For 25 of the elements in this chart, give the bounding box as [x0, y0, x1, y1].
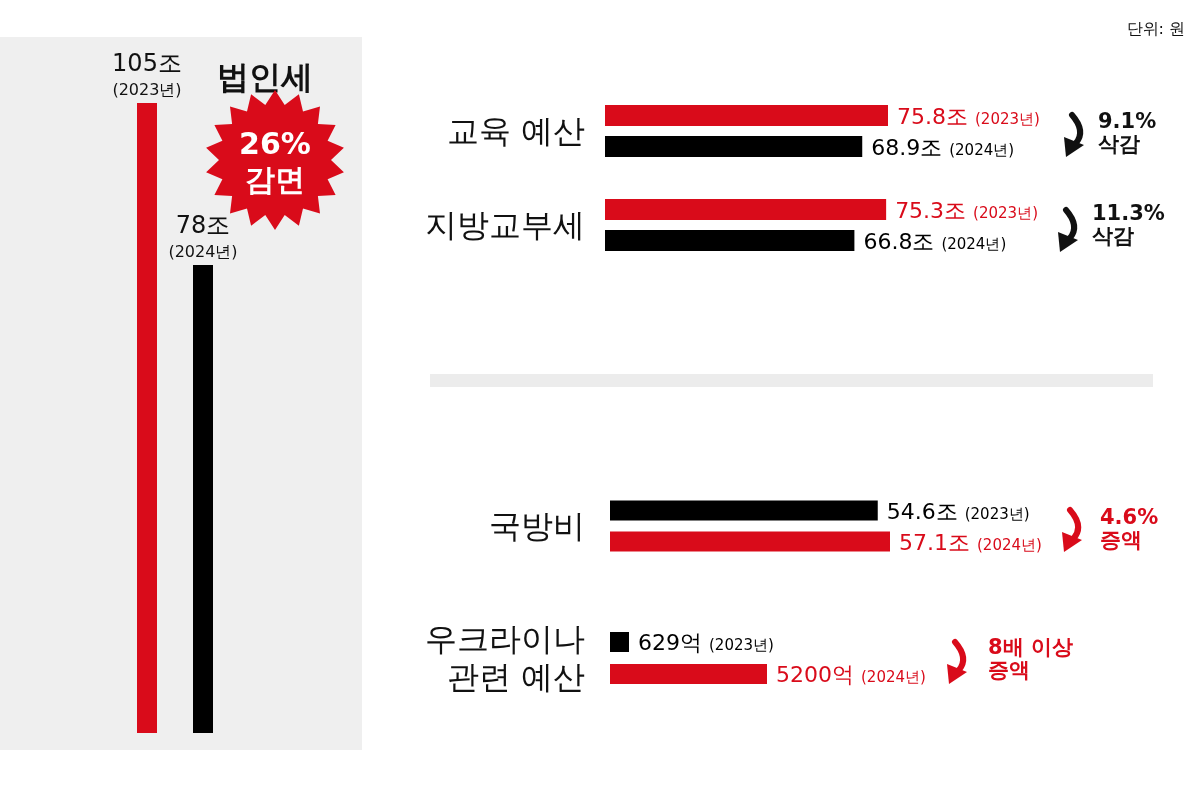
y-tick-label: 국방비 — [489, 507, 585, 545]
text: 26% 감면 — [239, 126, 311, 197]
data-label: 54.6조 (2023년) — [886, 498, 1030, 524]
bar — [605, 105, 888, 126]
text: 단위: 원 — [1126, 19, 1185, 38]
text: 8배 이상 증액 — [988, 635, 1073, 682]
data-label: 78조 (2024년) — [168, 211, 238, 261]
data-label: 75.3조 (2023년) — [895, 198, 1039, 223]
data-label: 68.9조 (2024년) — [871, 135, 1015, 160]
bar — [605, 199, 887, 220]
chart-title: 법인세 — [217, 58, 313, 96]
y-tick-label: 지방교부세 — [425, 206, 585, 244]
y-tick-label: 우크라이나 관련 예산 — [425, 620, 585, 696]
data-label: 57.1조 (2024년) — [899, 529, 1042, 555]
data-label: 105조 (2023년) — [112, 49, 182, 99]
text: 9.1% 삭감 — [1098, 109, 1157, 156]
text: 11.3% 삭감 — [1092, 201, 1165, 248]
data-label: 66.8조 (2024년) — [863, 229, 1007, 254]
data-label: 629억 (2023년) — [637, 630, 774, 655]
data-label: 5200억 (2024년) — [776, 662, 926, 687]
bar — [605, 230, 855, 251]
y-tick-label: 교육 예산 — [446, 112, 585, 150]
bar — [605, 136, 863, 157]
text: 4.6% 증액 — [1100, 505, 1159, 552]
data-label: 75.8조 (2023년) — [897, 104, 1040, 129]
